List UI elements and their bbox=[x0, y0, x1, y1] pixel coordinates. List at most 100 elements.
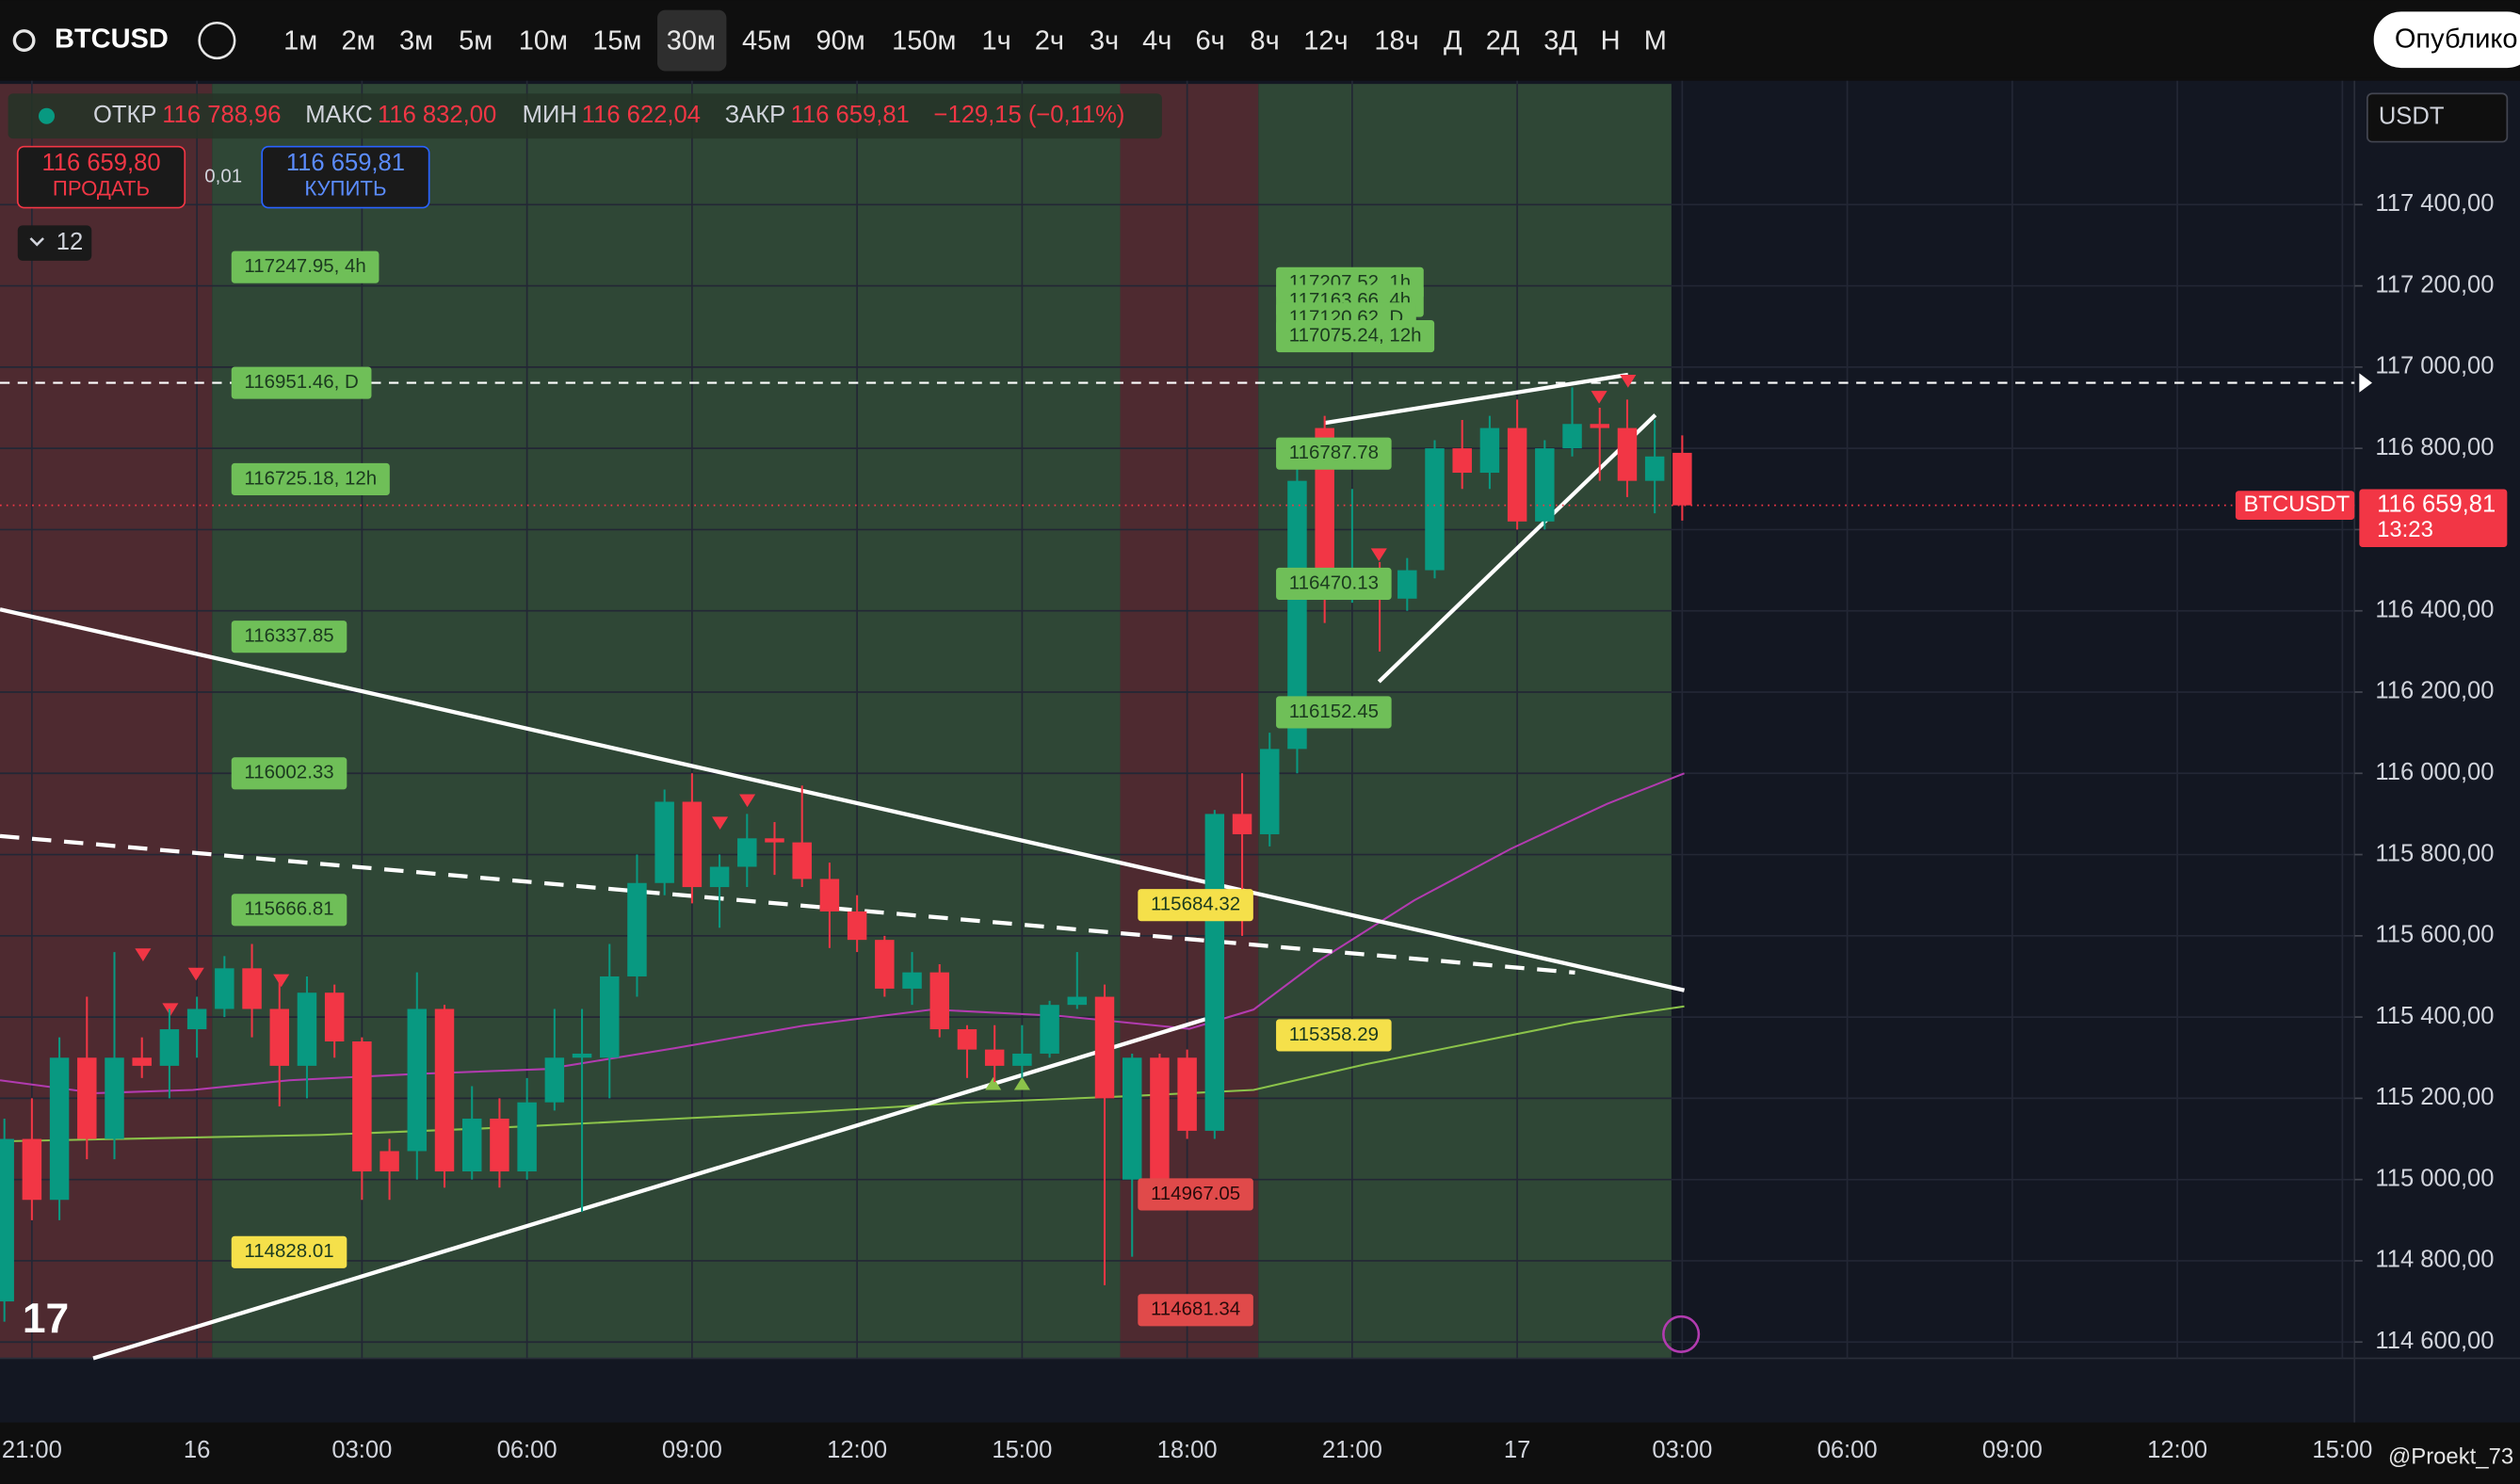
currency-select[interactable] bbox=[2367, 92, 2509, 143]
candle-body bbox=[1562, 424, 1582, 449]
interval-button[interactable]: 30м bbox=[667, 25, 716, 56]
interval-button[interactable]: 45м bbox=[742, 25, 791, 56]
candle-body bbox=[105, 1057, 124, 1139]
legend-bg bbox=[8, 93, 1162, 139]
candle-body bbox=[490, 1118, 509, 1172]
y-tick-label: 117 200,00 bbox=[2375, 271, 2494, 298]
interval-button[interactable]: 3ч bbox=[1090, 25, 1119, 56]
candle-body bbox=[847, 911, 867, 941]
candle-body bbox=[461, 1118, 482, 1172]
trend-line bbox=[1377, 413, 1657, 684]
level-label-bg bbox=[231, 621, 347, 653]
candle-body bbox=[1644, 456, 1665, 481]
x-tick-label: 12:00 bbox=[827, 1437, 887, 1463]
candle-body bbox=[77, 1057, 97, 1139]
candle-body bbox=[1012, 1053, 1032, 1066]
indicators-count[interactable]: 12 bbox=[57, 229, 83, 255]
interval-button[interactable]: 12ч bbox=[1303, 25, 1348, 56]
indicators-toggle[interactable] bbox=[17, 225, 92, 261]
candle-body bbox=[269, 1008, 289, 1066]
publish-button[interactable] bbox=[2373, 11, 2520, 69]
interval-button[interactable]: 10м bbox=[519, 25, 568, 56]
logo: 17 bbox=[23, 1296, 69, 1342]
level-label: 116152.45 bbox=[1289, 701, 1379, 722]
candle-body bbox=[352, 1040, 372, 1172]
level-label: 117247.95, 4h bbox=[244, 255, 365, 277]
high-value: 116 832,00 bbox=[378, 102, 496, 128]
symbol[interactable]: BTCUSD bbox=[55, 24, 169, 55]
interval-button[interactable]: 6ч bbox=[1195, 25, 1224, 56]
candle-body bbox=[380, 1151, 399, 1172]
interval-button[interactable]: 1ч bbox=[981, 25, 1010, 56]
signal-markers bbox=[985, 1076, 1030, 1090]
alert-icon[interactable] bbox=[1662, 1315, 1701, 1353]
candle-body bbox=[737, 838, 757, 867]
interval-button[interactable]: 18ч bbox=[1374, 25, 1418, 56]
y-tick-label: 116 000,00 bbox=[2375, 759, 2494, 785]
sell-label[interactable]: ПРОДАТЬ bbox=[53, 177, 150, 201]
interval-button[interactable]: 15м bbox=[592, 25, 641, 56]
sell-button[interactable] bbox=[16, 145, 186, 209]
ma-line bbox=[0, 1005, 1685, 1143]
level-label-bg bbox=[1276, 567, 1392, 600]
level-label: 114681.34 bbox=[1151, 1298, 1240, 1320]
level-label: 116951.46, D bbox=[244, 371, 358, 393]
currency[interactable]: USDT bbox=[2379, 104, 2445, 130]
y-tick-label: 117 400,00 bbox=[2375, 190, 2494, 217]
search-icon[interactable] bbox=[12, 29, 36, 53]
interval-button[interactable]: 2м bbox=[342, 25, 376, 56]
sell-price[interactable]: 116 659,80 bbox=[41, 150, 160, 176]
candle-body bbox=[297, 992, 317, 1066]
level-label-bg bbox=[231, 1235, 347, 1268]
interval-button[interactable]: 1м bbox=[283, 25, 317, 56]
interval-button[interactable]: 8ч bbox=[1250, 25, 1279, 56]
candle-body bbox=[407, 1008, 428, 1152]
candle-body bbox=[49, 1057, 70, 1201]
trend-line bbox=[92, 1017, 1206, 1361]
interval-button[interactable]: 3м bbox=[399, 25, 433, 56]
add-symbol[interactable] bbox=[198, 22, 236, 60]
level-label: 116002.33 bbox=[244, 762, 333, 783]
candle-body bbox=[434, 1008, 455, 1172]
candle-body bbox=[132, 1057, 152, 1066]
y-tick-label: 114 800,00 bbox=[2375, 1247, 2494, 1273]
publish-label[interactable]: Опублико bbox=[2395, 24, 2518, 55]
marker bbox=[273, 974, 290, 988]
interval-button[interactable]: 150м bbox=[892, 25, 956, 56]
x-tick-label: 21:00 bbox=[1322, 1437, 1382, 1463]
x-tick-label: 17 bbox=[1504, 1437, 1530, 1463]
buy-button[interactable] bbox=[261, 145, 430, 209]
low-value: 116 622,04 bbox=[582, 102, 701, 128]
buy-label[interactable]: КУПИТЬ bbox=[304, 177, 386, 201]
interval-button[interactable]: Н bbox=[1601, 25, 1621, 56]
change-value: −129,15 (−0,11%) bbox=[934, 102, 1125, 128]
interval-button[interactable]: М bbox=[1644, 25, 1667, 56]
level-label: 114967.05 bbox=[1151, 1183, 1240, 1204]
marker bbox=[1591, 391, 1607, 404]
watermark: @Proekt_73 bbox=[2388, 1444, 2513, 1470]
interval-button[interactable]: Д bbox=[1444, 25, 1462, 56]
interval-button[interactable]: 4ч bbox=[1142, 25, 1171, 56]
interval-button[interactable]: 90м bbox=[816, 25, 864, 56]
interval-button[interactable]: 2Д bbox=[1486, 25, 1520, 56]
interval-button[interactable]: 5м bbox=[459, 25, 493, 56]
level-label-bg bbox=[231, 366, 372, 399]
buy-price[interactable]: 116 659,81 bbox=[286, 150, 405, 176]
y-tick-label: 114 600,00 bbox=[2375, 1328, 2494, 1354]
drawings bbox=[0, 372, 2355, 1361]
x-tick-label: 15:00 bbox=[992, 1437, 1052, 1463]
level-label-bg bbox=[1276, 320, 1435, 353]
x-tick-label: 09:00 bbox=[1982, 1437, 2043, 1463]
marker bbox=[739, 794, 756, 808]
marker bbox=[1013, 1076, 1030, 1090]
level-label-bg bbox=[231, 462, 390, 496]
interval-button[interactable]: 2ч bbox=[1035, 25, 1064, 56]
candle-body bbox=[654, 801, 674, 883]
level-label-bg bbox=[1138, 1178, 1253, 1211]
candle-body bbox=[984, 1049, 1005, 1066]
marker bbox=[1370, 548, 1387, 562]
interval-button[interactable]: 3Д bbox=[1543, 25, 1577, 56]
y-tick-label: 116 800,00 bbox=[2375, 434, 2494, 460]
level-label: 116787.78 bbox=[1289, 442, 1379, 463]
x-tick-label: 21:00 bbox=[2, 1437, 62, 1463]
